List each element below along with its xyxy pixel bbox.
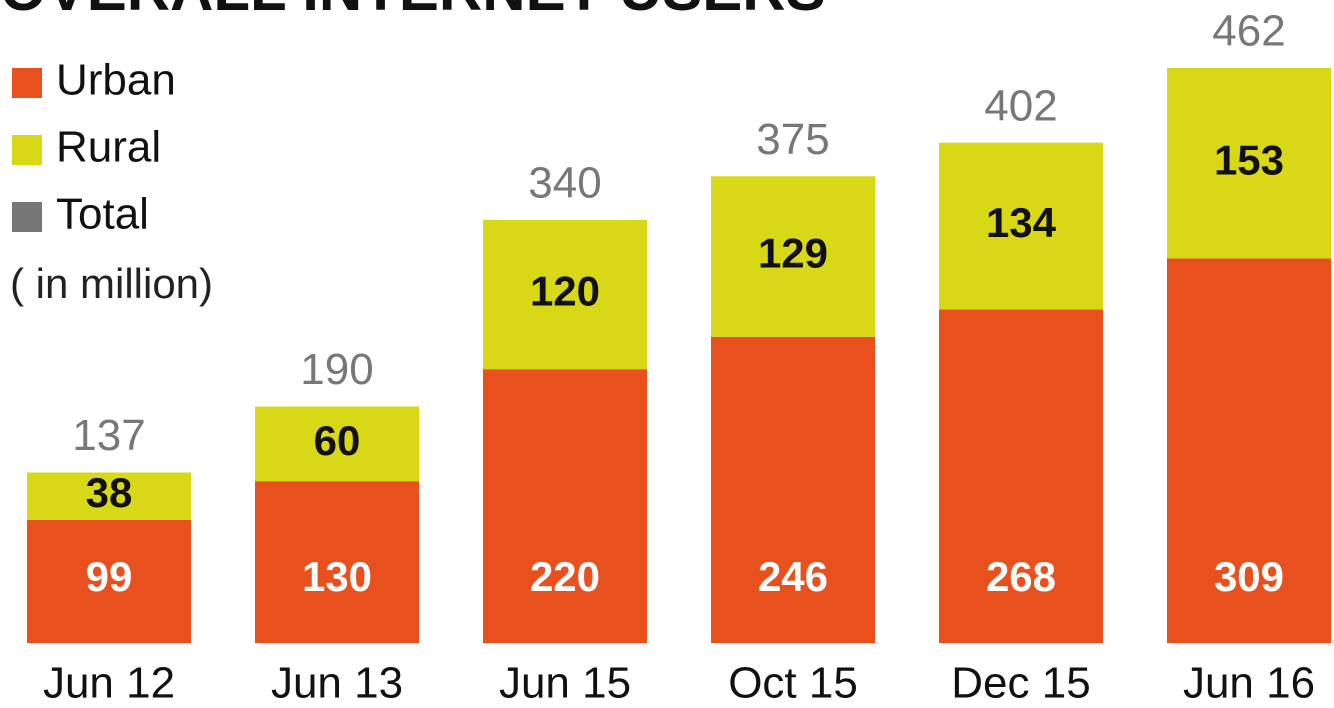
bar-segment: [711, 176, 875, 337]
value-label: 220: [530, 553, 600, 600]
unit-note: ( in million): [10, 260, 213, 307]
value-label: 130: [302, 553, 372, 600]
bar-segment: [939, 309, 1103, 643]
x-tick-label: Oct 15: [728, 659, 858, 708]
total-label: 462: [1212, 7, 1285, 56]
x-tick-label: Jun 13: [271, 659, 403, 708]
bar-segment: [1167, 68, 1331, 259]
value-label: 153: [1214, 136, 1284, 183]
value-label: 120: [530, 268, 600, 315]
value-label: 129: [758, 230, 828, 277]
legend-label: Total: [56, 190, 149, 239]
value-label: 38: [86, 469, 133, 516]
chart-title: OVERALL INTERNET USERS: [0, 0, 826, 23]
value-label: 60: [314, 417, 361, 464]
bar-segment: [1167, 258, 1331, 643]
bar-segment: [711, 336, 875, 643]
value-label: 309: [1214, 553, 1284, 600]
legend-swatch: [12, 68, 42, 98]
x-tick-label: Jun 12: [43, 659, 175, 708]
x-tick-label: Jun 16: [1183, 659, 1315, 708]
x-tick-label: Jun 15: [499, 659, 631, 708]
bar-segment: [27, 519, 191, 643]
value-label: 134: [986, 199, 1057, 246]
value-label: 246: [758, 553, 828, 600]
bar-segment: [483, 369, 647, 643]
bar-segment: [255, 481, 419, 643]
total-label: 137: [72, 411, 145, 460]
value-label: 268: [986, 553, 1056, 600]
total-label: 375: [756, 115, 829, 164]
total-label: 402: [984, 81, 1057, 130]
bar-segment: [939, 142, 1103, 310]
bar-segment: [483, 219, 647, 370]
x-tick-label: Dec 15: [951, 659, 1090, 708]
legend-swatch: [12, 202, 42, 232]
legend-label: Urban: [56, 56, 176, 105]
legend-swatch: [12, 135, 42, 165]
legend-label: Rural: [56, 123, 161, 172]
total-label: 190: [300, 345, 373, 394]
bar-segment: [27, 472, 191, 520]
bar-segment: [255, 406, 419, 482]
value-label: 99: [86, 553, 133, 600]
total-label: 340: [528, 158, 601, 207]
